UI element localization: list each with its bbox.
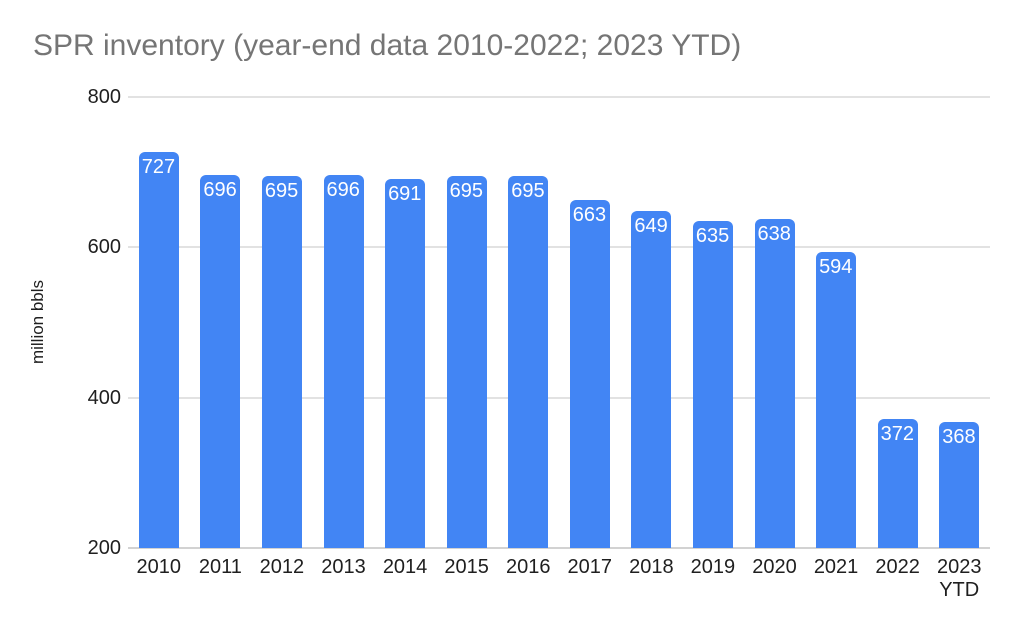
x-tick-line: 2014 (382, 556, 428, 578)
bar-2011: 696 (200, 175, 241, 548)
bar-value-label: 696 (326, 179, 360, 202)
bar-2021: 594 (816, 251, 857, 548)
bar-value-label: 368 (942, 425, 976, 448)
x-tick-line: 2021 (813, 556, 859, 578)
x-tick-line: 2015 (444, 556, 489, 578)
x-tick-label-2020: 2020 (743, 556, 807, 579)
gridline-600 (128, 246, 990, 249)
bar-value-label: 696 (203, 179, 237, 202)
x-tick-label-2013: 2013 (312, 556, 376, 579)
gridline-800 (128, 96, 990, 98)
x-tick-line: 2018 (629, 556, 674, 578)
y-tick-label-200: 200 (87, 537, 121, 559)
x-tick-label-2023-ytd: 2023 YTD (927, 556, 991, 602)
bar-value-label: 663 (572, 203, 607, 226)
bar-value-label: 695 (511, 179, 545, 202)
bar-value-label: 695 (449, 179, 484, 202)
bar-2018: 649 (631, 210, 672, 548)
y-tick-label-600: 600 (87, 236, 121, 259)
x-tick-line: 2023 (936, 556, 982, 578)
x-tick-line: 2010 (136, 556, 182, 578)
x-tick-line: 2011 (198, 556, 242, 578)
bar-value-label: 372 (880, 422, 915, 445)
plot-area: 727 696 695 696 691 695 695 663 649 635 638 594 372 3… (128, 96, 990, 549)
x-tick-line: 2016 (505, 556, 551, 578)
bar-2010: 727 (138, 151, 179, 548)
bar-2022: 372 (877, 418, 918, 548)
x-tick-line: YTD (939, 579, 980, 601)
x-tick-line: 2012 (259, 556, 305, 578)
bar-value-label: 691 (388, 182, 422, 205)
x-tick-line: 2020 (752, 556, 797, 578)
x-tick-line: 2019 (690, 556, 736, 578)
x-tick-label-2014: 2014 (373, 556, 437, 579)
bar-2017: 663 (569, 199, 610, 548)
x-tick-label-2021: 2021 (804, 556, 868, 579)
x-tick-label-2017: 2017 (558, 556, 622, 579)
bar-value-label: 638 (757, 222, 791, 245)
x-tick-label-2011: 2011 (188, 556, 252, 579)
bar-value-label: 727 (141, 155, 176, 178)
bar-2012: 695 (261, 175, 302, 548)
x-tick-label-2010: 2010 (127, 556, 191, 579)
bar-value-label: 594 (819, 255, 853, 278)
x-tick-label-2022: 2022 (866, 556, 930, 579)
chart-title: SPR inventory (year-end data 2010-2022; … (33, 29, 742, 62)
x-tick-label-2016: 2016 (496, 556, 560, 579)
y-tick-label-800: 800 (87, 86, 121, 108)
bar-2015: 695 (446, 175, 487, 548)
y-axis-title: million bbls (28, 279, 47, 365)
bar-value-label: 635 (695, 225, 730, 248)
x-tick-label-2018: 2018 (619, 556, 683, 579)
x-tick-label-2019: 2019 (681, 556, 745, 579)
x-tick-line: 2013 (321, 556, 366, 578)
x-tick-label-2015: 2015 (435, 556, 499, 579)
gridline-400 (128, 396, 990, 399)
bar-2014: 691 (385, 178, 426, 548)
bar-value-label: 649 (634, 214, 668, 237)
bar-value-label: 695 (264, 179, 299, 202)
y-tick-label-400: 400 (87, 386, 121, 409)
x-tick-label-2012: 2012 (250, 556, 314, 579)
x-tick-line: 2017 (567, 556, 613, 578)
bar-2020: 638 (754, 218, 795, 548)
bar-2016: 695 (508, 175, 549, 548)
bar-2019: 635 (692, 221, 733, 548)
gridline-200 (128, 547, 990, 549)
x-tick-line: 2022 (875, 556, 920, 578)
bar-2013: 696 (323, 175, 364, 548)
bar-2023-ytd: 368 (939, 421, 980, 548)
